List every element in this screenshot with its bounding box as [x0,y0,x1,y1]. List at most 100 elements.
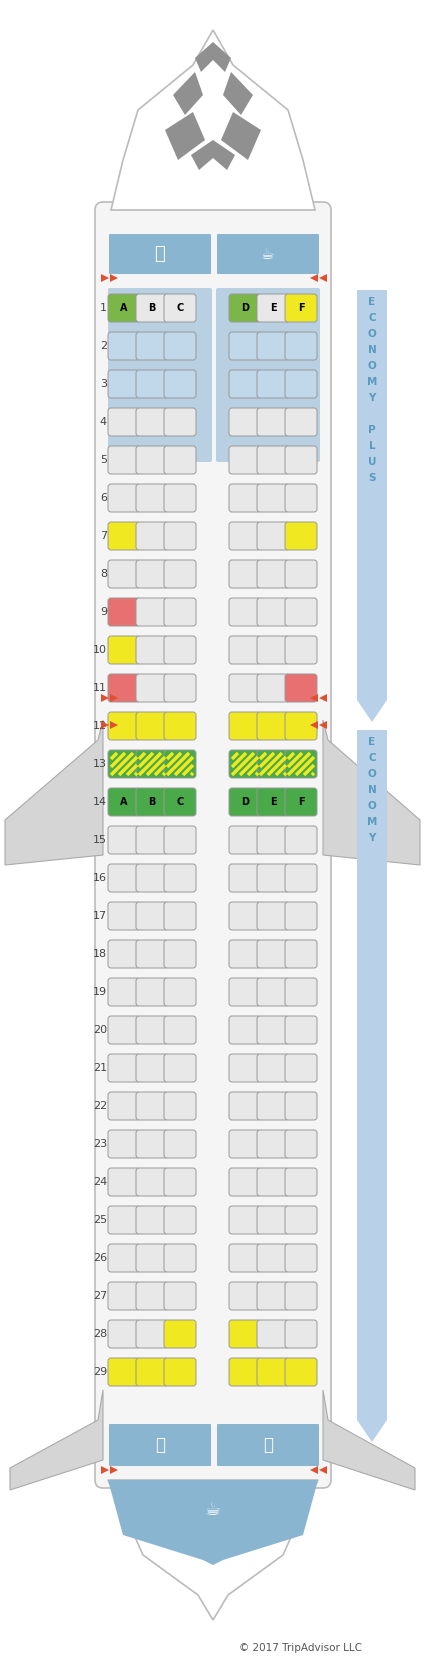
FancyBboxPatch shape [257,560,289,589]
FancyBboxPatch shape [229,940,261,968]
FancyBboxPatch shape [257,827,289,855]
FancyBboxPatch shape [229,674,261,702]
FancyBboxPatch shape [229,294,261,323]
Text: 14: 14 [93,797,107,807]
FancyBboxPatch shape [285,369,317,397]
FancyBboxPatch shape [108,1244,140,1272]
FancyBboxPatch shape [164,599,196,625]
FancyBboxPatch shape [108,1129,140,1157]
Text: 7: 7 [100,530,107,540]
FancyBboxPatch shape [109,234,211,274]
FancyBboxPatch shape [285,635,317,664]
FancyBboxPatch shape [108,333,140,359]
FancyBboxPatch shape [108,1167,140,1196]
Text: B: B [148,797,156,807]
Text: E: E [270,303,276,313]
FancyBboxPatch shape [257,407,289,436]
FancyBboxPatch shape [136,1359,168,1385]
Text: F: F [298,797,304,807]
Text: L: L [368,441,375,451]
FancyBboxPatch shape [285,1244,317,1272]
Text: C: C [176,797,184,807]
Text: 1: 1 [100,303,107,313]
FancyBboxPatch shape [164,827,196,855]
FancyBboxPatch shape [285,1320,317,1349]
FancyBboxPatch shape [229,712,261,740]
FancyBboxPatch shape [108,1016,140,1044]
Text: 18: 18 [93,950,107,960]
Polygon shape [310,274,318,283]
FancyBboxPatch shape [257,788,289,817]
FancyBboxPatch shape [108,522,140,550]
FancyBboxPatch shape [164,1093,196,1119]
Polygon shape [165,111,205,160]
FancyBboxPatch shape [108,865,140,891]
FancyBboxPatch shape [257,333,289,359]
Text: 11: 11 [93,683,107,693]
Text: O: O [368,802,377,812]
Polygon shape [323,1390,415,1490]
FancyBboxPatch shape [164,712,196,740]
Text: ☕: ☕ [261,246,275,261]
FancyBboxPatch shape [108,1093,140,1119]
FancyBboxPatch shape [229,1093,261,1119]
Text: © 2017 TripAdvisor LLC: © 2017 TripAdvisor LLC [240,1643,363,1653]
Text: 13: 13 [93,758,107,768]
FancyBboxPatch shape [285,1093,317,1119]
Polygon shape [319,693,327,702]
FancyBboxPatch shape [136,1093,168,1119]
Polygon shape [310,1467,318,1473]
FancyBboxPatch shape [229,1359,261,1385]
Text: 19: 19 [93,988,107,998]
FancyBboxPatch shape [229,750,261,778]
Polygon shape [108,1480,318,1620]
FancyBboxPatch shape [136,446,168,474]
FancyBboxPatch shape [136,674,168,702]
FancyBboxPatch shape [229,1129,261,1157]
Text: 🚻: 🚻 [155,244,165,263]
FancyBboxPatch shape [229,1282,261,1310]
FancyBboxPatch shape [164,446,196,474]
FancyBboxPatch shape [257,446,289,474]
Text: Y: Y [368,392,376,402]
FancyBboxPatch shape [285,333,317,359]
Text: 8: 8 [100,569,107,579]
Text: 6: 6 [100,492,107,502]
FancyBboxPatch shape [164,1167,196,1196]
FancyBboxPatch shape [164,1054,196,1083]
FancyBboxPatch shape [257,294,289,323]
FancyBboxPatch shape [108,1282,140,1310]
FancyBboxPatch shape [229,333,261,359]
FancyBboxPatch shape [136,599,168,625]
Polygon shape [101,1467,109,1473]
FancyBboxPatch shape [285,1282,317,1310]
FancyBboxPatch shape [285,484,317,512]
FancyBboxPatch shape [285,446,317,474]
FancyBboxPatch shape [257,1016,289,1044]
FancyBboxPatch shape [136,635,168,664]
FancyBboxPatch shape [164,1282,196,1310]
FancyBboxPatch shape [108,1206,140,1234]
FancyBboxPatch shape [216,288,320,462]
FancyBboxPatch shape [285,788,317,817]
FancyBboxPatch shape [285,1206,317,1234]
FancyBboxPatch shape [285,599,317,625]
Text: 24: 24 [93,1177,107,1187]
FancyBboxPatch shape [164,1129,196,1157]
FancyBboxPatch shape [136,369,168,397]
FancyBboxPatch shape [108,1320,140,1349]
Polygon shape [310,693,318,702]
Polygon shape [10,1390,103,1490]
FancyBboxPatch shape [108,294,140,323]
Text: E: E [368,737,376,747]
FancyBboxPatch shape [285,978,317,1006]
FancyBboxPatch shape [257,1320,289,1349]
FancyBboxPatch shape [164,1320,196,1349]
FancyBboxPatch shape [164,674,196,702]
Text: 23: 23 [93,1139,107,1149]
FancyBboxPatch shape [136,407,168,436]
FancyBboxPatch shape [257,750,289,778]
FancyBboxPatch shape [257,978,289,1006]
Text: S: S [368,472,376,482]
Polygon shape [191,140,235,170]
